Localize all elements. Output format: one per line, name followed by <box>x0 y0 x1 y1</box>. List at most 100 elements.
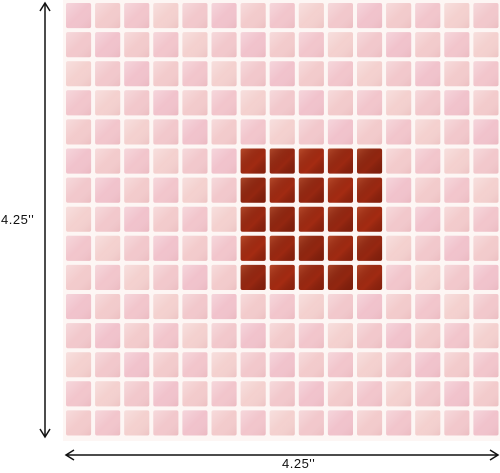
tile-sheen <box>327 148 353 174</box>
tile-sheen <box>66 177 92 203</box>
tile-sheen <box>95 352 121 378</box>
tile-sheen <box>444 61 470 87</box>
tile-sheen <box>182 148 208 174</box>
tile-sheen <box>95 323 121 349</box>
tile-sheen <box>211 61 237 87</box>
tile-sheen <box>327 323 353 349</box>
tile-sheen <box>153 206 179 232</box>
tile-sheen <box>240 3 266 29</box>
tile-sheen <box>444 148 470 174</box>
tile-sheen <box>153 3 179 29</box>
tile-sheen <box>298 323 324 349</box>
tile-sheen <box>269 206 295 232</box>
tile-sheen <box>357 323 383 349</box>
tile-sheen <box>386 32 412 58</box>
tile-sheen <box>357 294 383 320</box>
tile-sheen <box>415 177 441 203</box>
tile-sheen <box>240 352 266 378</box>
tile-sheen <box>240 61 266 87</box>
tile-sheen <box>327 235 353 261</box>
tile-sheen <box>153 264 179 290</box>
tile-sheen <box>153 177 179 203</box>
tile-sheen <box>473 206 499 232</box>
tile-sheen <box>182 177 208 203</box>
tile-sheen <box>66 3 92 29</box>
tile-sheen <box>95 410 121 436</box>
tile-sheen <box>153 323 179 349</box>
tile-sheen <box>415 352 441 378</box>
tile-sheen <box>211 3 237 29</box>
tile-sheen <box>182 90 208 116</box>
tile-sheen <box>386 3 412 29</box>
tile-sheen <box>386 352 412 378</box>
tile-sheen <box>327 119 353 145</box>
tile-sheen <box>473 90 499 116</box>
tile-sheen <box>124 119 150 145</box>
tile-sheen <box>211 119 237 145</box>
tile-sheen <box>473 61 499 87</box>
tile-sheen <box>124 3 150 29</box>
tile-sheen <box>211 206 237 232</box>
tile-sheen <box>386 323 412 349</box>
tile-sheen <box>473 264 499 290</box>
tile-sheen <box>66 323 92 349</box>
tile-sheen <box>240 206 266 232</box>
tile-sheen <box>298 264 324 290</box>
tile-sheen <box>269 352 295 378</box>
tile-sheen <box>473 294 499 320</box>
tile-sheen <box>357 32 383 58</box>
tile-sheen <box>124 148 150 174</box>
tile-sheen <box>415 235 441 261</box>
tile-sheen <box>182 206 208 232</box>
tile-sheen <box>357 3 383 29</box>
tile-sheen <box>95 119 121 145</box>
tile-sheen <box>153 32 179 58</box>
tile-sheen <box>327 61 353 87</box>
tile-sheen <box>95 381 121 407</box>
tile-sheen <box>444 323 470 349</box>
tile-sheen <box>153 294 179 320</box>
tile-sheen <box>95 206 121 232</box>
width-label: 4.25'' <box>282 456 316 471</box>
tile-sheen <box>298 235 324 261</box>
tile-sheen <box>415 119 441 145</box>
tile-sheen <box>240 119 266 145</box>
tile-sheen <box>415 61 441 87</box>
tile-sheen <box>386 148 412 174</box>
tile-sheen <box>269 381 295 407</box>
tile-sheen <box>298 90 324 116</box>
tile-sheen <box>211 323 237 349</box>
tile-sheen <box>327 381 353 407</box>
tile-sheen <box>444 381 470 407</box>
tile-sheen <box>95 264 121 290</box>
tile-sheen <box>211 410 237 436</box>
height-dimension-line <box>39 1 51 439</box>
tile-sheen <box>211 294 237 320</box>
tile-sheen <box>153 61 179 87</box>
tile-sheen <box>298 177 324 203</box>
tile-sheen <box>357 90 383 116</box>
tile-sheen <box>124 235 150 261</box>
tile-sheen <box>211 32 237 58</box>
tile-sheen <box>298 61 324 87</box>
tile-sheen <box>415 148 441 174</box>
tile-sheen <box>153 119 179 145</box>
tile-sheen <box>124 410 150 436</box>
tile-sheen <box>240 235 266 261</box>
tile-sheen <box>269 294 295 320</box>
tile-sheen <box>124 206 150 232</box>
tile-sheen <box>298 148 324 174</box>
tile-sheen <box>386 235 412 261</box>
tile-sheen <box>240 323 266 349</box>
tile-sheen <box>415 90 441 116</box>
tile-sheen <box>95 3 121 29</box>
tile-sheen <box>240 381 266 407</box>
tile-sheen <box>95 148 121 174</box>
tile-sheen <box>386 264 412 290</box>
tile-sheen <box>124 177 150 203</box>
tile-sheen <box>269 61 295 87</box>
tile-sheen <box>444 177 470 203</box>
tile-sheen <box>298 3 324 29</box>
